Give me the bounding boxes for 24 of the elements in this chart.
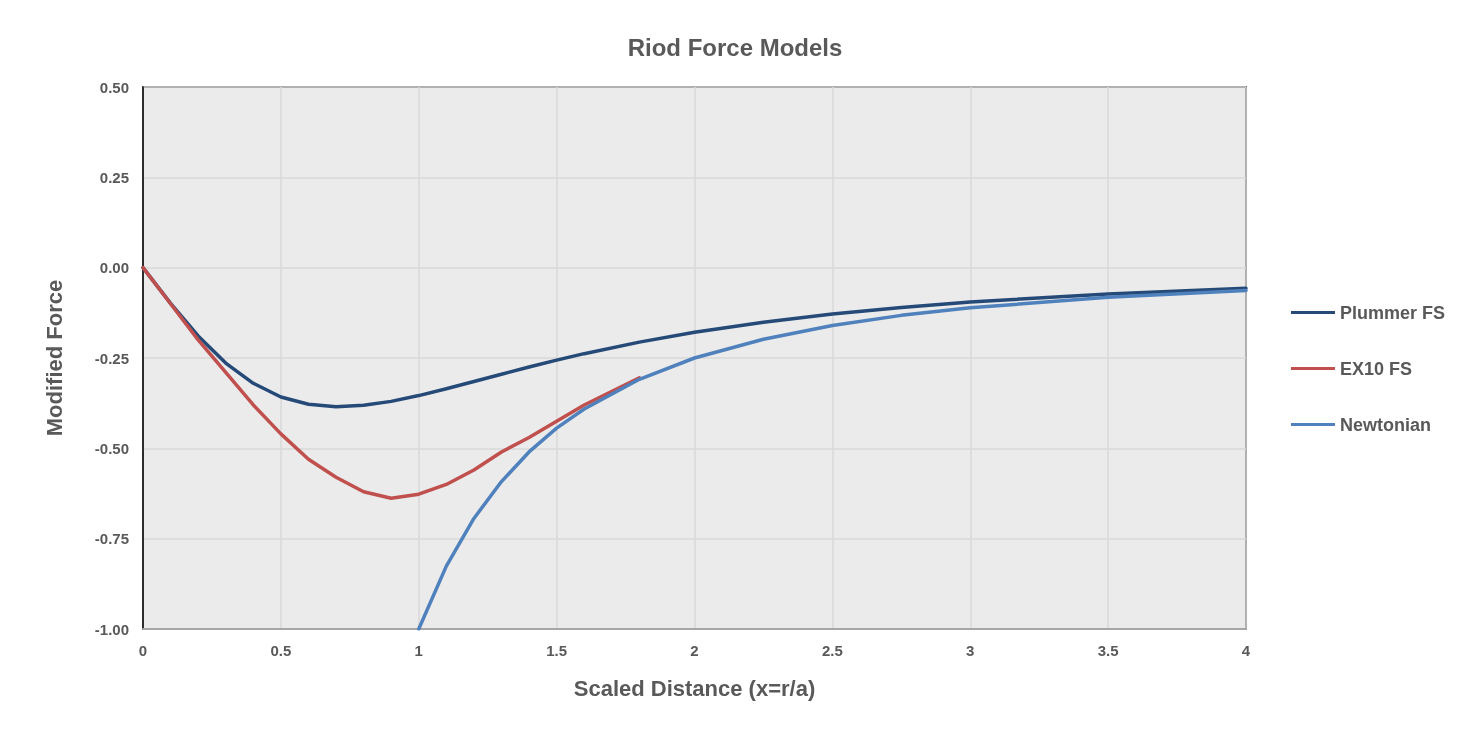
y-tick-label: -1.00 bbox=[94, 620, 129, 638]
legend-label: EX10 FS bbox=[1339, 358, 1413, 379]
x-tick-label: 0.5 bbox=[270, 642, 292, 659]
y-axis-title: Modified Force bbox=[41, 279, 67, 437]
x-axis-title: Scaled Distance (x=r/a) bbox=[573, 675, 816, 701]
line-series bbox=[417, 288, 1248, 631]
y-tick-label: 0.00 bbox=[99, 259, 129, 277]
legend-label: Newtonian bbox=[1339, 414, 1431, 435]
x-tick-label: 3 bbox=[966, 642, 975, 659]
x-tick-label: 1 bbox=[414, 642, 423, 659]
y-tick-label: 0.50 bbox=[99, 78, 129, 96]
y-tick-label: -0.25 bbox=[94, 349, 129, 367]
legend-label: Plummer FS bbox=[1339, 302, 1445, 323]
y-tick-label: -0.75 bbox=[94, 530, 129, 548]
x-tick-label: 2 bbox=[690, 642, 699, 659]
x-tick-label: 4 bbox=[1241, 642, 1251, 659]
y-tick-label: -0.50 bbox=[94, 439, 129, 457]
x-tick-label: 0 bbox=[138, 642, 148, 659]
x-tick-label: 2.5 bbox=[821, 642, 843, 659]
y-tick-label: 0.25 bbox=[99, 168, 129, 186]
chart-title: Riod Force Models bbox=[627, 33, 843, 61]
x-tick-label: 3.5 bbox=[1097, 642, 1119, 659]
line-series bbox=[141, 265, 642, 500]
x-tick-label: 1.5 bbox=[546, 642, 568, 659]
